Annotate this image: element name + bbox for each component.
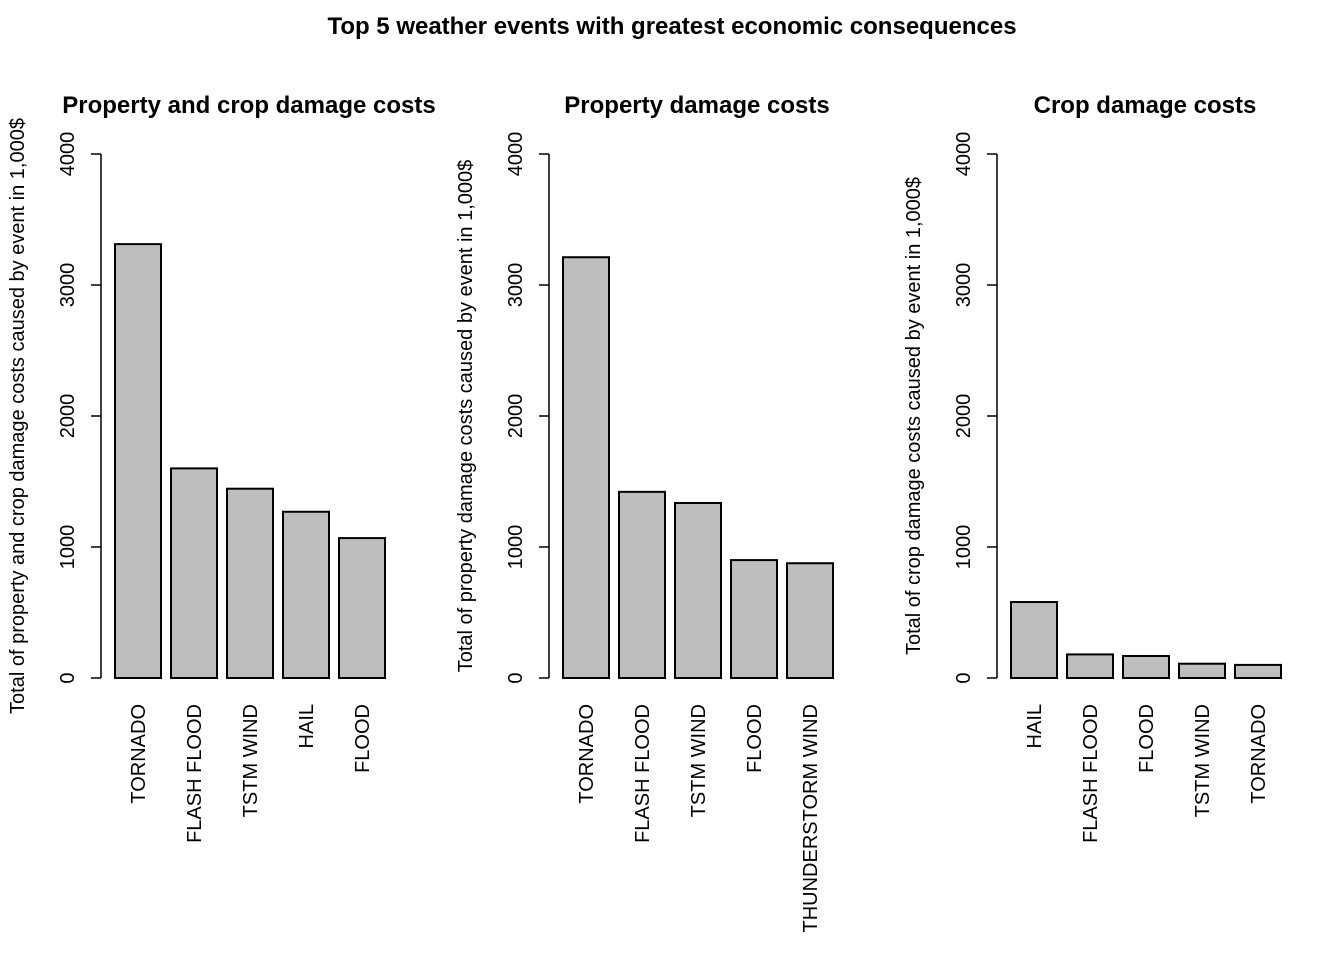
x-tick-label: TSTM WIND [240, 704, 262, 817]
bar-tornado [562, 256, 610, 679]
x-tick-label: FLOOD [352, 704, 374, 773]
bar-tornado [1234, 663, 1282, 680]
panel-3-y-axis-label: Total of crop damage costs caused by eve… [903, 177, 925, 655]
bar-hail [282, 510, 330, 679]
bar-flood [1122, 654, 1170, 680]
panel-2-title: Property damage costs [564, 92, 829, 119]
x-tick-label: TORNADO [128, 704, 150, 804]
x-tick-label: THUNDERSTORM WIND [800, 704, 822, 933]
x-tick-label: FLASH FLOOD [632, 704, 654, 843]
x-tick-label: TORNADO [576, 704, 598, 804]
bar-tornado [114, 243, 162, 680]
y-tick-label: 4000 [505, 132, 527, 177]
main-title: Top 5 weather events with greatest econo… [327, 13, 1016, 40]
y-tick-label: 4000 [953, 132, 975, 177]
x-tick-label: FLOOD [744, 704, 766, 773]
bar-tstm-wind [1178, 662, 1226, 680]
y-tick-label: 1000 [953, 525, 975, 570]
panel-2: Property damage costs Total of property … [455, 92, 834, 933]
x-tick-label: HAIL [296, 704, 318, 748]
y-tick-label: 1000 [57, 525, 79, 570]
y-tick-label: 3000 [953, 263, 975, 308]
bar-flash-flood [618, 490, 666, 679]
panel-1-y-axis-label: Total of property and crop damage costs … [7, 118, 29, 714]
panel-3: Crop damage costs Total of crop damage c… [903, 92, 1282, 843]
y-tick-label: 2000 [505, 394, 527, 439]
bar-thunderstorm-wind [786, 562, 834, 680]
panel-1-title: Property and crop damage costs [62, 92, 435, 119]
panel-1: Property and crop damage costs Total of … [7, 92, 436, 843]
y-tick-label: 1000 [505, 525, 527, 570]
panel-3-title: Crop damage costs [1034, 92, 1257, 119]
y-tick-label: 4000 [57, 132, 79, 177]
x-tick-label: TSTM WIND [1192, 704, 1214, 817]
x-tick-label: FLOOD [1136, 704, 1158, 773]
bar-tstm-wind [226, 487, 274, 679]
y-tick-label: 2000 [953, 394, 975, 439]
bar-flash-flood [170, 467, 218, 679]
bar-flood [338, 537, 386, 679]
x-tick-label: FLASH FLOOD [184, 704, 206, 843]
y-tick-label: 0 [57, 672, 79, 683]
x-tick-label: FLASH FLOOD [1080, 704, 1102, 843]
y-tick-label: 0 [505, 672, 527, 683]
bar-tstm-wind [674, 501, 722, 680]
bar-hail [1010, 601, 1058, 680]
y-tick-label: 3000 [505, 263, 527, 308]
x-tick-label: HAIL [1024, 704, 1046, 748]
bar-flash-flood [1066, 653, 1114, 679]
x-tick-label: TORNADO [1248, 704, 1270, 804]
x-tick-label: TSTM WIND [688, 704, 710, 817]
y-tick-label: 0 [953, 672, 975, 683]
panel-2-y-axis-label: Total of property damage costs caused by… [455, 160, 477, 673]
bar-flood [730, 559, 778, 679]
y-tick-label: 2000 [57, 394, 79, 439]
y-tick-label: 3000 [57, 263, 79, 308]
